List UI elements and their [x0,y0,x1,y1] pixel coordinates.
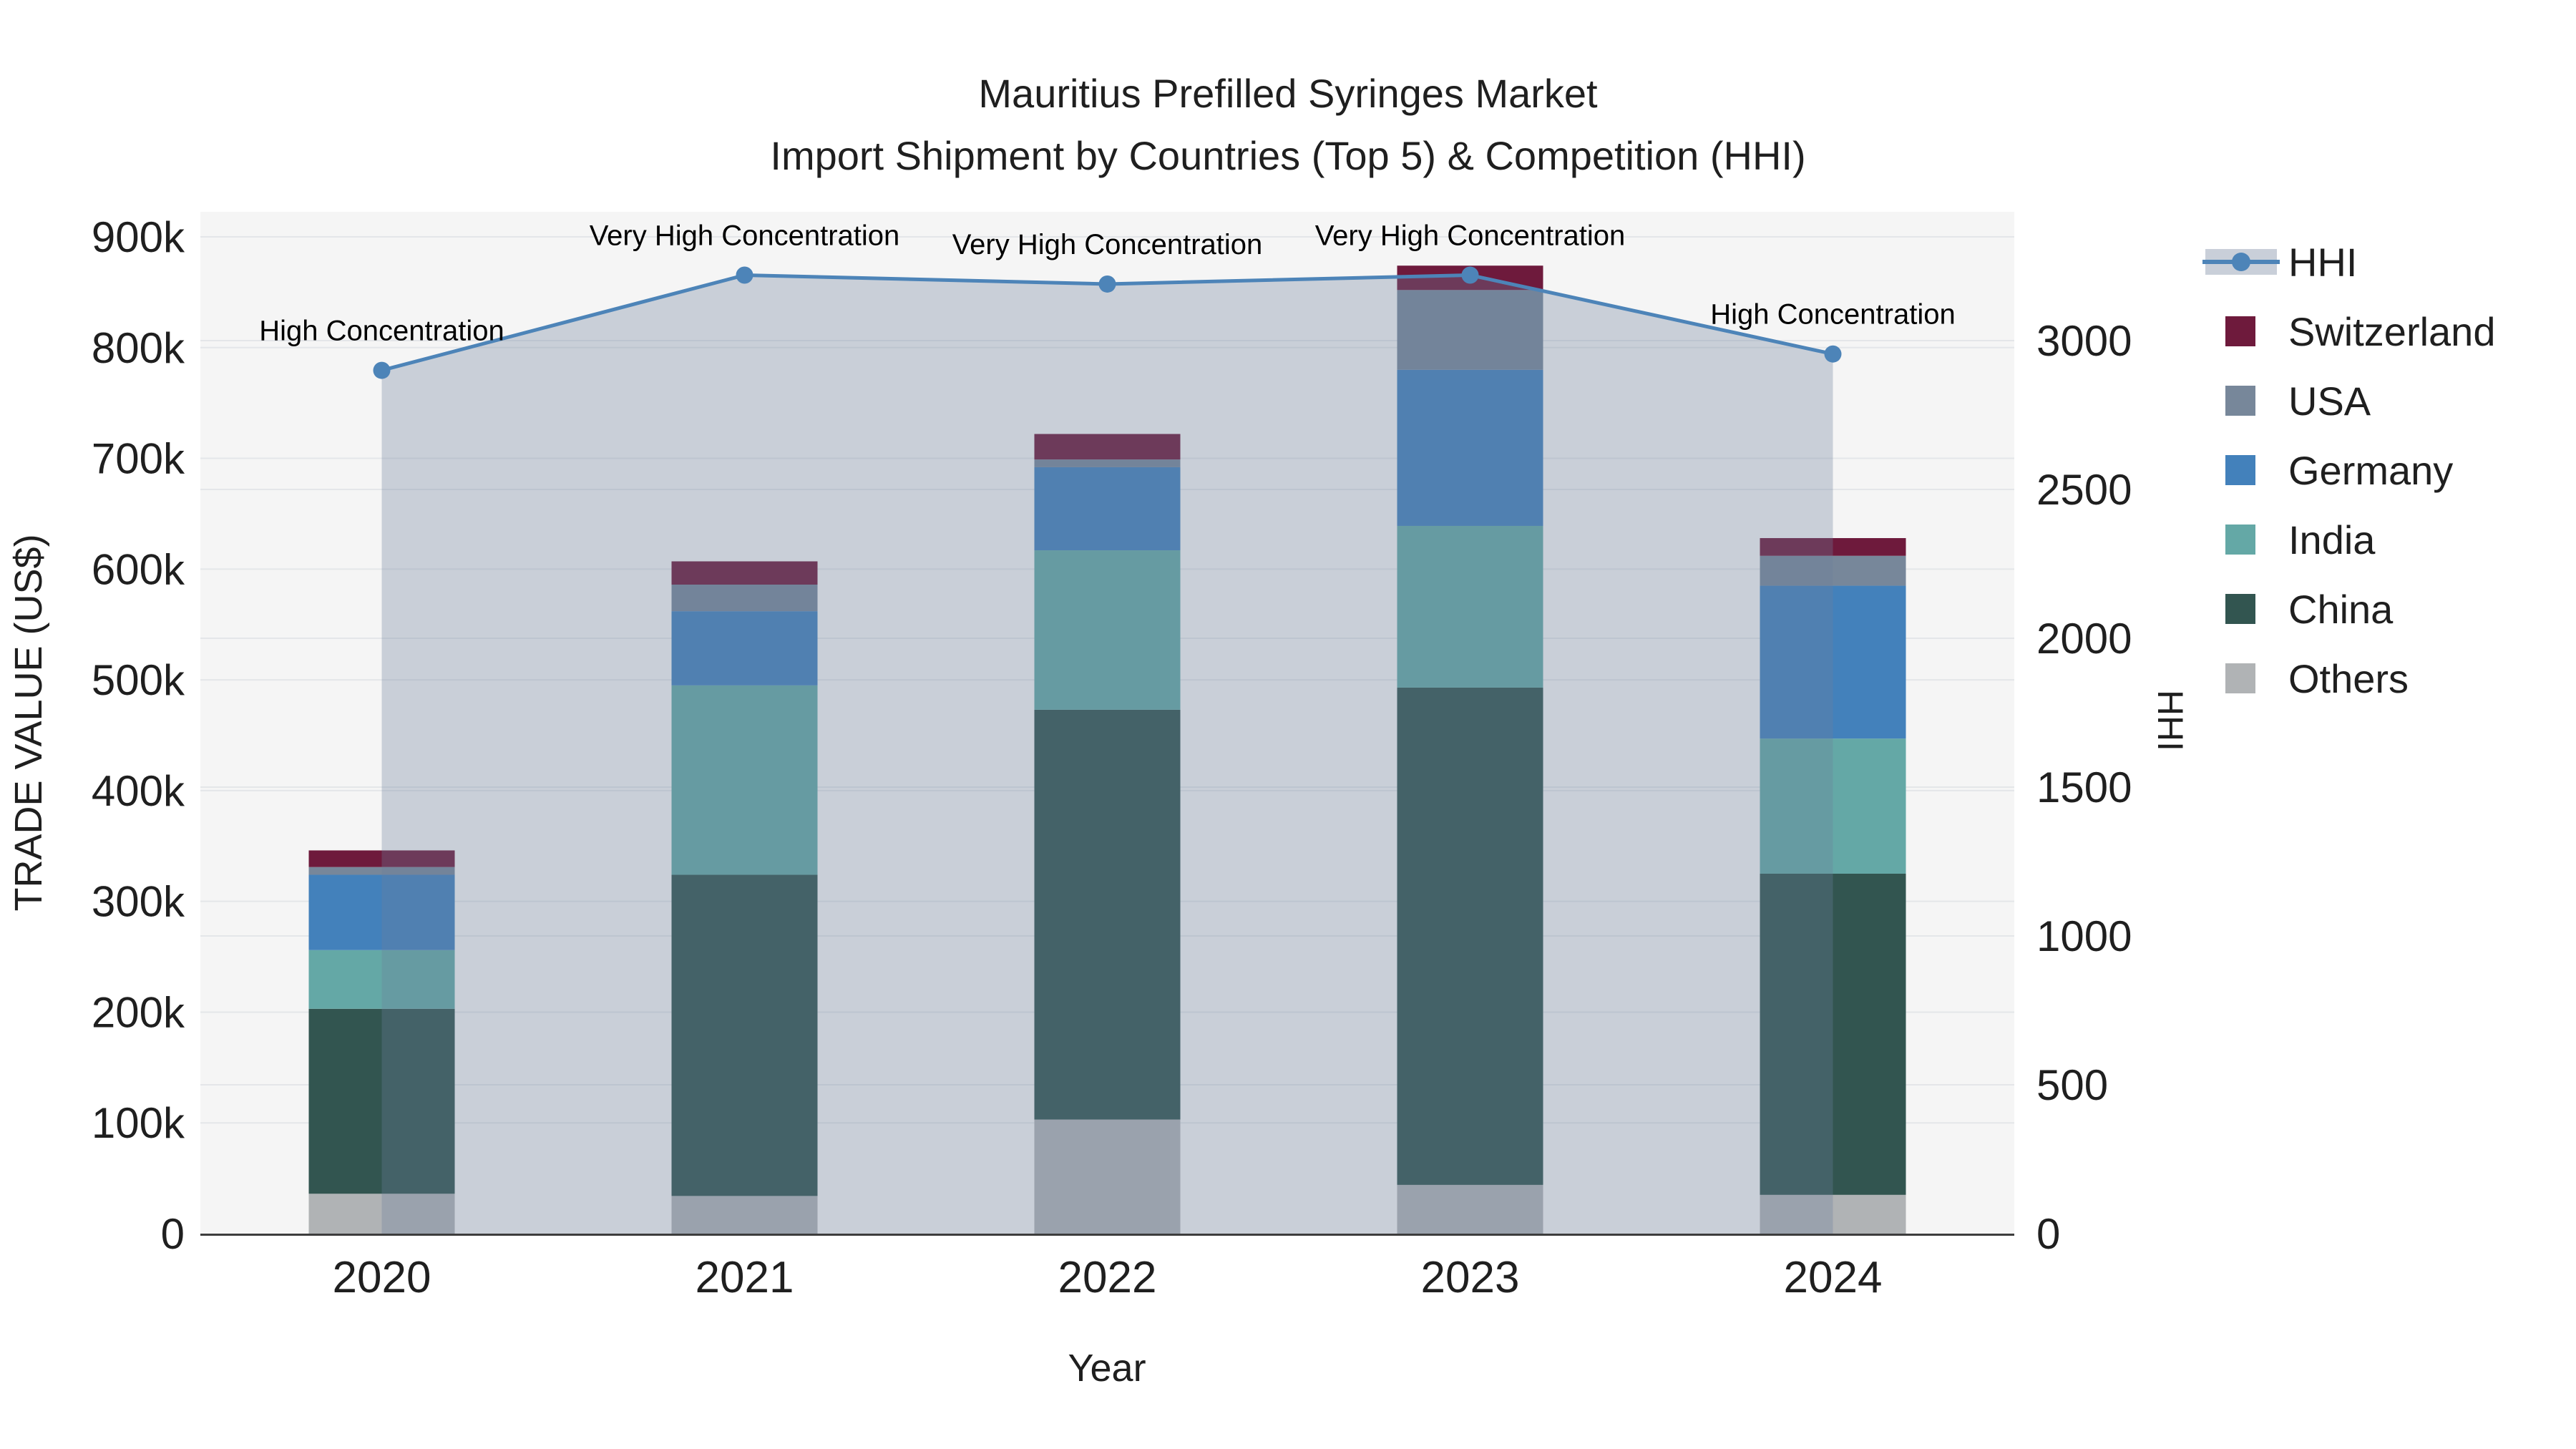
legend-label-switzerland: Switzerland [2288,309,2495,354]
bar-segment-others-2021[interactable] [671,1196,818,1234]
legend-swatch-others [2225,663,2255,693]
bar-segment-germany-2024[interactable] [1760,585,1906,739]
legend-item-china[interactable]: China [2225,587,2394,632]
hhi-line [373,266,1842,379]
hhi-marker-2021[interactable] [736,266,753,284]
bar-segment-usa-2022[interactable] [1034,459,1181,467]
bar-segment-usa-2023[interactable] [1397,290,1543,370]
bar-segment-china-2022[interactable] [1034,709,1181,1120]
legend-label-germany: Germany [2288,448,2453,493]
stacked-bars [308,265,1906,1234]
left-tick-100k: 100k [92,1099,185,1147]
annotation-2022: Very High Concentration [952,229,1263,260]
left-tick-700k: 700k [92,435,185,483]
bar-segment-china-2020[interactable] [308,1008,455,1194]
bar-segment-india-2022[interactable] [1034,550,1181,710]
hhi-area-fill [381,275,1833,1234]
legend-swatch-china [2225,594,2255,624]
legend-item-switzerland[interactable]: Switzerland [2225,309,2495,354]
bar-segment-china-2024[interactable] [1760,873,1906,1195]
hhi-marker-2022[interactable] [1098,275,1116,293]
hhi-area [381,275,1833,1234]
legend-label-china: China [2288,587,2394,632]
annotation-2023: Very High Concentration [1315,220,1626,251]
left-tick-300k: 300k [92,878,185,926]
right-tick-1500: 1500 [2036,763,2132,811]
bar-segment-germany-2022[interactable] [1034,467,1181,551]
left-tick-800k: 800k [92,324,185,372]
legend-hhi-marker-icon [2232,253,2250,271]
x-tick-2020: 2020 [333,1253,431,1302]
bar-segment-others-2024[interactable] [1760,1194,1906,1234]
x-tick-2023: 2023 [1421,1253,1520,1302]
hhi-marker-2023[interactable] [1461,266,1479,284]
bar-segment-others-2020[interactable] [308,1194,455,1234]
hhi-marker-2024[interactable] [1824,345,1842,363]
x-tick-2021: 2021 [696,1253,794,1302]
annotation-2021: Very High Concentration [590,220,900,251]
bar-segment-india-2020[interactable] [308,950,455,1009]
bar-segment-germany-2021[interactable] [671,611,818,686]
legend-swatch-usa [2225,386,2255,416]
bar-segment-germany-2020[interactable] [308,874,455,950]
bar-segment-china-2021[interactable] [671,874,818,1196]
bar-segment-india-2021[interactable] [671,685,818,875]
y-axis-title-left: TRADE VALUE (US$) [7,534,50,911]
left-tick-0: 0 [161,1210,185,1258]
legend-label-india: India [2288,517,2376,562]
annotation-2020: High Concentration [259,316,504,347]
chart-title: Mauritius Prefilled Syringes Market [978,71,1598,116]
bar-segment-switzerland-2020[interactable] [308,850,455,867]
legend-item-hhi[interactable]: HHI [2202,240,2357,285]
bar-segment-china-2023[interactable] [1397,687,1543,1185]
y-axis-title-right: HHI [2150,690,2190,751]
left-tick-500k: 500k [92,656,185,704]
left-tick-200k: 200k [92,988,185,1036]
x-axis-title: Year [1068,1347,1146,1390]
annotation-2024: High Concentration [1710,299,1955,331]
legend-swatch-india [2225,525,2255,555]
bar-segment-switzerland-2024[interactable] [1760,537,1906,556]
tick-labels: 0 100k 200k 300k 400k 500k 600k 700k 800k 900k 0 50… [92,213,2132,1302]
right-tick-3000: 3000 [2036,317,2132,365]
legend-item-others[interactable]: Others [2225,656,2409,701]
hhi-marker-2020[interactable] [373,361,391,379]
legend-item-usa[interactable]: USA [2225,379,2371,424]
bar-segment-others-2023[interactable] [1397,1184,1543,1234]
bar-segment-india-2024[interactable] [1760,738,1906,874]
bar-segment-switzerland-2021[interactable] [671,561,818,585]
right-tick-1000: 1000 [2036,912,2132,960]
bar-segment-usa-2020[interactable] [308,867,455,875]
legend-label-others: Others [2288,656,2409,701]
bar-segment-usa-2021[interactable] [671,585,818,612]
left-tick-900k: 900k [92,213,185,261]
right-tick-500: 500 [2036,1061,2108,1109]
legend-label-usa: USA [2288,379,2371,424]
annotations: High Concentration Very High Concentratio… [259,220,1955,346]
legend-label-hhi: HHI [2288,240,2357,285]
bar-segment-germany-2023[interactable] [1397,369,1543,526]
right-tick-2500: 2500 [2036,466,2132,514]
right-tick-2000: 2000 [2036,615,2132,663]
bar-segment-switzerland-2022[interactable] [1034,434,1181,460]
bar-segment-usa-2024[interactable] [1760,555,1906,586]
left-tick-400k: 400k [92,767,185,815]
bar-segment-india-2023[interactable] [1397,525,1543,688]
legend-item-india[interactable]: India [2225,517,2376,562]
bar-segment-others-2022[interactable] [1034,1119,1181,1234]
left-tick-600k: 600k [92,545,185,593]
chart-subtitle: Import Shipment by Countries (Top 5) & C… [770,133,1805,178]
x-tick-2024: 2024 [1784,1253,1883,1302]
legend-swatch-germany [2225,455,2255,485]
legend-item-germany[interactable]: Germany [2225,448,2453,493]
x-tick-2022: 2022 [1058,1253,1157,1302]
legend-swatch-switzerland [2225,316,2255,346]
legend: HHI Switzerland USA Germany India China Others [2202,240,2495,701]
right-tick-0: 0 [2036,1210,2060,1258]
